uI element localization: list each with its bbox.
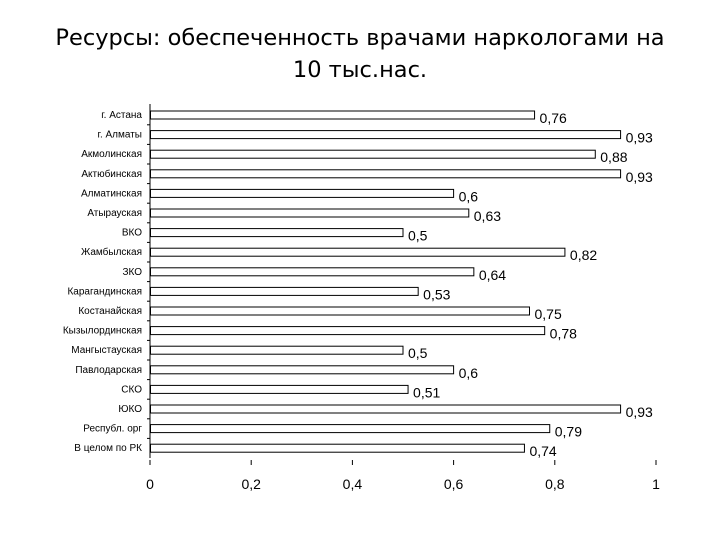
data-label: 0,93	[626, 130, 653, 146]
bar	[150, 286, 419, 296]
bar	[150, 404, 622, 414]
chart-title: Ресурсы: обеспеченность врачами нарколог…	[20, 22, 700, 86]
bar	[150, 306, 530, 316]
bar	[150, 365, 455, 375]
category-label: СКО	[121, 384, 142, 395]
bar	[150, 267, 475, 277]
bar	[150, 130, 622, 140]
category-label: Жамбылская	[81, 246, 142, 258]
data-label: 0,51	[413, 384, 440, 400]
category-label: г. Алматы	[98, 130, 142, 141]
x-tick-label: 0,8	[545, 476, 565, 492]
category-label: Карагандинская	[67, 286, 142, 297]
bar	[150, 149, 596, 159]
chart-title-line-2: 10 тыс.нас.	[292, 57, 428, 83]
category-label: В целом по РК	[74, 443, 142, 454]
category-label: Костанайская	[78, 306, 142, 317]
data-label: 0,93	[626, 404, 653, 420]
category-label: Мангыстауская	[71, 345, 142, 356]
bar	[150, 443, 525, 453]
x-tick-label: 1	[652, 476, 660, 492]
bar	[150, 326, 546, 336]
data-label: 0,79	[555, 424, 582, 440]
bar	[150, 345, 404, 355]
data-label: 0,63	[474, 208, 501, 224]
data-label: 0,64	[479, 267, 506, 283]
category-label: Кызылординская	[63, 326, 142, 337]
x-tick-label: 0,4	[343, 476, 363, 492]
category-label: Республ. орг	[83, 423, 142, 435]
category-label: Павлодарская	[75, 365, 142, 376]
category-label: Актюбинская	[81, 168, 142, 180]
category-label: ЮКО	[118, 404, 142, 415]
x-tick-label: 0,2	[241, 476, 261, 492]
data-label: 0,75	[535, 306, 562, 322]
data-label: 0,82	[570, 247, 597, 263]
category-label: Атырауская	[87, 208, 142, 219]
category-label: Алматинская	[81, 188, 142, 199]
x-tick-label: 0,6	[444, 476, 464, 492]
category-label: г. Астана	[101, 110, 142, 121]
data-label: 0,5	[408, 228, 428, 244]
data-label: 0,6	[459, 188, 479, 204]
category-label: Акмолинская	[81, 149, 142, 160]
data-label: 0,74	[529, 443, 556, 459]
bar	[150, 188, 455, 198]
data-label: 0,53	[423, 286, 450, 302]
chart-title-line-1: Ресурсы: обеспеченность врачами нарколог…	[55, 25, 665, 51]
bar	[150, 169, 622, 179]
data-label: 0,78	[550, 326, 577, 342]
data-label: 0,6	[459, 365, 479, 381]
category-label: ЗКО	[122, 267, 142, 278]
x-tick-label: 0	[146, 476, 154, 492]
data-label: 0,76	[540, 110, 567, 126]
data-label: 0,5	[408, 345, 428, 361]
data-label: 0,88	[600, 149, 627, 165]
bar	[150, 384, 409, 394]
bar	[150, 110, 536, 120]
bar	[150, 228, 404, 238]
bar	[150, 424, 551, 434]
category-label: ВКО	[122, 228, 142, 239]
bar	[150, 247, 566, 257]
data-label: 0,93	[626, 169, 653, 185]
bar	[150, 208, 470, 218]
